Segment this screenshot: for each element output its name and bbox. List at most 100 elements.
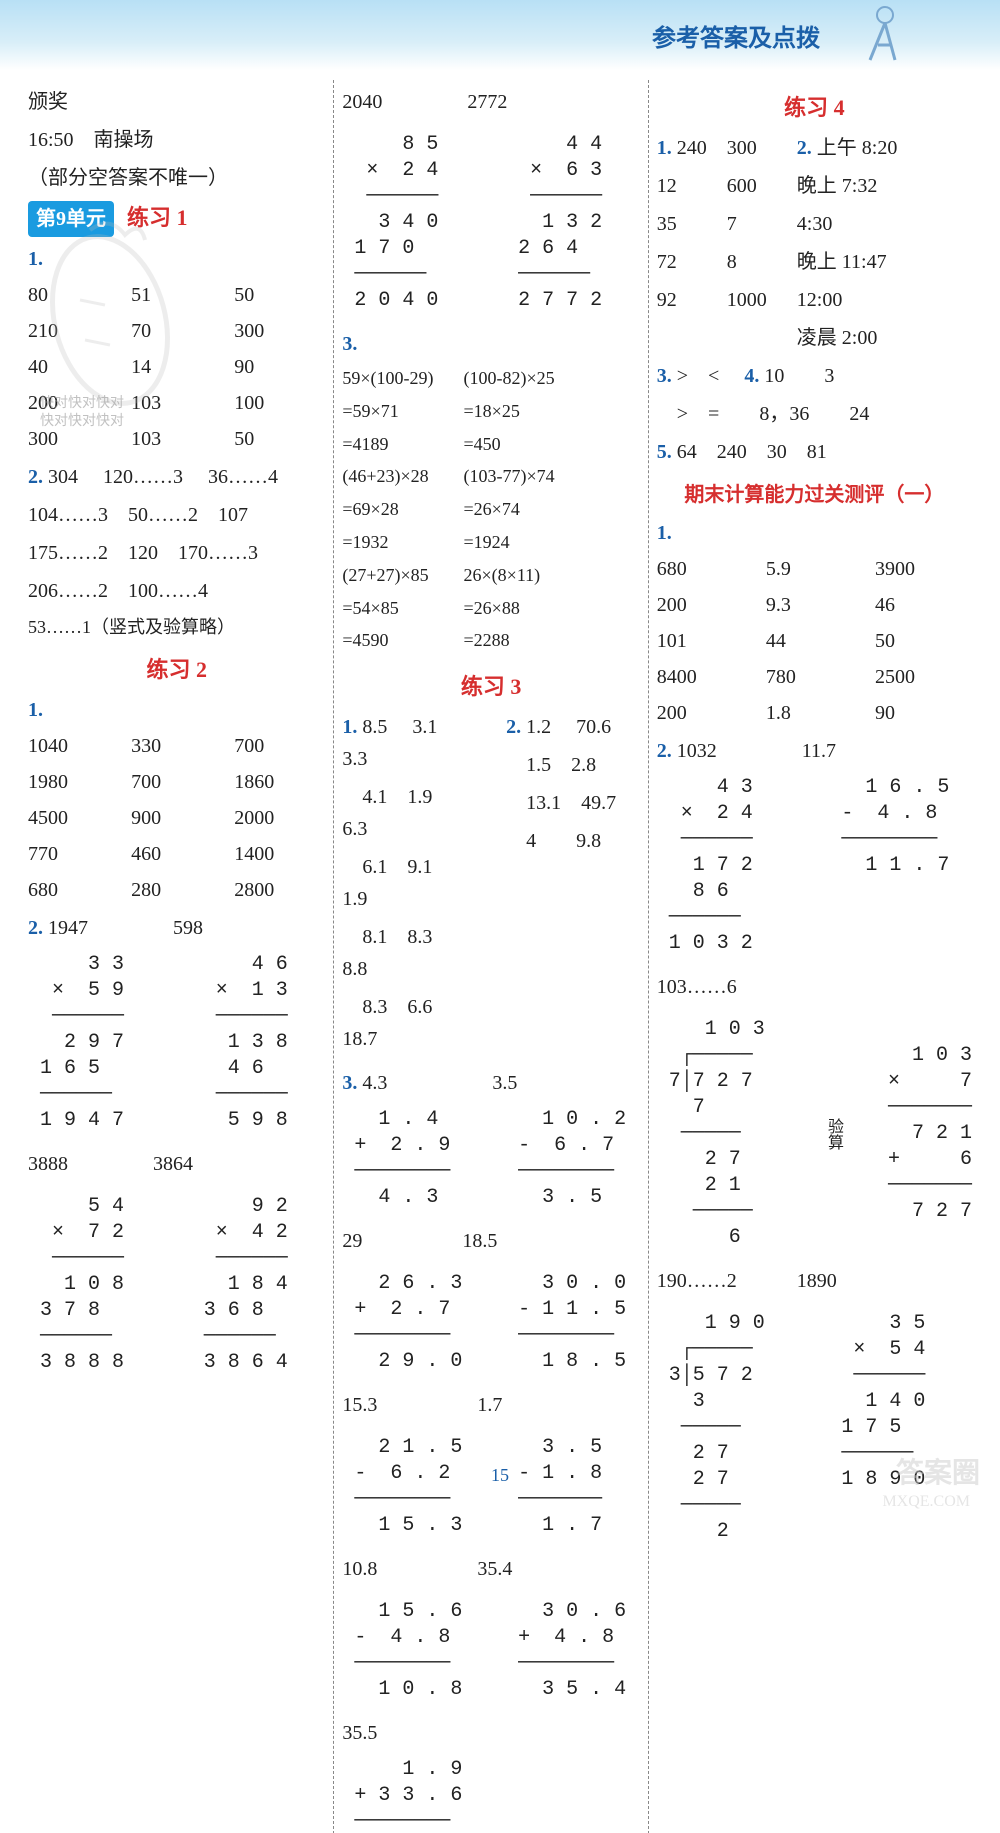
vertical-calc: 1 6 . 5 - 4 . 8 ──────── 1 1 . 7 — [829, 775, 972, 957]
text-line: （部分空答案不唯一） — [28, 162, 325, 194]
practice-title: 练习 2 — [28, 652, 325, 684]
answer-cell: 9.1 — [407, 856, 432, 878]
answer-cell: 7 — [727, 208, 787, 240]
answer-cell: 1400 — [234, 838, 325, 870]
answer-cell: 304 — [48, 466, 78, 488]
answer-cell: 6.3 — [342, 818, 367, 840]
answer-cell: 6.1 — [362, 856, 387, 878]
answer-cell: 72 — [657, 246, 717, 278]
answer-cell: 4.1 — [362, 786, 387, 808]
question-number: 3. — [342, 333, 357, 355]
answer-cell: 50 — [234, 279, 325, 311]
answer-cell: 200 — [657, 697, 754, 729]
answer-cell: 200 — [657, 589, 754, 621]
answer-cell: 49.7 — [581, 792, 616, 814]
answer-cell: 90 — [875, 697, 972, 729]
calc-line: =26×88 — [464, 594, 555, 623]
answer-cell: 10 3 — [764, 365, 834, 387]
vertical-calc: 1 . 9 + 3 3 . 6 ──────── 3 5 . 5 — [342, 1757, 639, 1833]
answer-cell: 1.2 — [526, 716, 551, 738]
answer-cell: 29 — [342, 1230, 362, 1252]
answer-cell: 2.8 — [571, 754, 596, 776]
answer-cell: 3.5 — [492, 1072, 517, 1094]
answer-block: 2. 1947 598 3 3 × 5 9 ────── 2 9 7 1 6 5… — [28, 912, 325, 1384]
answer-cell: 598 — [173, 917, 203, 939]
answer-cell: 120 — [128, 542, 158, 564]
answer-cell: 晚上 7:32 — [797, 170, 972, 202]
answer-cell: > < — [677, 365, 720, 387]
calc-line: 59×(100-29) — [342, 364, 433, 393]
answer-cell: 2800 — [234, 874, 325, 906]
answer-cell: 1.5 — [526, 754, 551, 776]
vertical-calc: 2 1 . 5 - 6 . 2 ──────── 1 5 . 3 — [342, 1435, 476, 1539]
vertical-calc: 3 3 × 5 9 ────── 2 9 7 1 6 5 ────── 1 9 … — [28, 952, 162, 1134]
question-number: 3. — [657, 365, 672, 387]
answer-cell: 1.9 — [407, 786, 432, 808]
answer-cell: 2500 — [875, 661, 972, 693]
answer-cell: 1.7 — [477, 1394, 502, 1416]
answer-cell: 240 — [677, 137, 707, 159]
answer-cell: 1947 — [48, 917, 88, 939]
page-number: 15 — [491, 1465, 509, 1486]
vertical-calc: 1 0 3 × 7 ─────── 7 2 1 + 6 ─────── 7 2 … — [876, 1043, 972, 1225]
answer-block: 1. 240 300 2. 上午 8:20 12 600 晚上 7:32 35 … — [657, 132, 972, 354]
answer-cell: 凌晨 2:00 — [797, 322, 972, 354]
practice-title: 练习 1 — [127, 205, 188, 230]
section-heading: 第9单元 练习 1 — [28, 200, 325, 237]
column-2: 2040 2772 8 5 × 2 4 ────── 3 4 0 1 7 0 ─… — [334, 80, 648, 1833]
question-number: 4. — [744, 365, 759, 387]
answer-cell: 5.9 — [766, 553, 863, 585]
answer-cell: 4 — [526, 830, 536, 852]
answer-cell: 35 — [657, 208, 717, 240]
answer-cell: 40 — [28, 351, 119, 383]
answer-cell: 1.8 — [766, 697, 863, 729]
vertical-calc: 4 6 × 1 3 ────── 1 3 8 4 6 ────── 5 9 8 — [192, 952, 326, 1134]
question-number: 2. — [28, 466, 43, 488]
answer-cell: 46 — [875, 589, 972, 621]
question-number: 2. — [797, 137, 812, 159]
vertical-calc: 3 . 5 - 1 . 8 ─────── 1 . 7 — [506, 1435, 640, 1539]
answer-cell: 4:30 — [797, 208, 972, 240]
answer-cell: 103 — [131, 387, 222, 419]
answer-cell: 330 — [131, 730, 222, 762]
answer-cell: 200 — [28, 387, 119, 419]
answer-cell: 107 — [218, 504, 248, 526]
calc-line: =59×71 — [342, 397, 433, 426]
unit-badge: 第9单元 — [28, 201, 114, 237]
question-number: 1. — [28, 248, 43, 270]
calc-line: =4189 — [342, 430, 433, 459]
column-1: 颁奖 16:50 南操场 （部分空答案不唯一） 第9单元 练习 1 1. 805… — [20, 80, 334, 1833]
answer-cell: 14 — [131, 351, 222, 383]
vertical-calc: 3 0 . 0 - 1 1 . 5 ──────── 1 8 . 5 — [506, 1271, 640, 1375]
answer-cell: 300 — [234, 315, 325, 347]
check-label: 验算 — [795, 1118, 846, 1150]
calc-line: (46+23)×28 — [342, 462, 433, 491]
answer-block: 1. 8.5 3.1 3.3 4.1 1.9 6.3 6.1 9.1 1.9 8… — [342, 711, 639, 1061]
answer-cell: 18.7 — [342, 1028, 377, 1050]
answer-cell: 13.1 — [526, 792, 561, 814]
answer-cell: 104……3 — [28, 504, 108, 526]
answer-cell: 210 — [28, 315, 119, 347]
answer-cell: 103 — [131, 423, 222, 455]
vertical-calc: 1 0 . 2 - 6 . 7 ──────── 3 . 5 — [506, 1107, 640, 1211]
answer-cell: 70 — [131, 315, 222, 347]
answer-cell: 8.3 — [407, 926, 432, 948]
calc-line: (27+27)×85 — [342, 561, 433, 590]
vertical-calc: 1 . 4 + 2 . 9 ──────── 4 . 3 — [342, 1107, 476, 1211]
answer-cell: 900 — [131, 802, 222, 834]
answer-cell: 80 — [28, 279, 119, 311]
column-3: 练习 4 1. 240 300 2. 上午 8:20 12 600 晚上 7:3… — [649, 80, 980, 1833]
answer-block: 3. 4.3 3.5 1 . 4 + 2 . 9 ──────── 4 . 3 … — [342, 1067, 639, 1833]
answer-cell: 8.3 — [362, 996, 387, 1018]
answer-cell: 12 — [657, 170, 717, 202]
answer-block: 1. 6805.93900 2009.346 1014450 840078025… — [657, 517, 972, 729]
answer-cell: 1980 — [28, 766, 119, 798]
question-number: 2. — [506, 716, 521, 738]
answer-cell: 44 — [766, 625, 863, 657]
answer-block: 1. 805150 21070300 401490 200103100 3001… — [28, 243, 325, 455]
answer-cell: 12:00 — [797, 284, 972, 316]
answer-cell: 4500 — [28, 802, 119, 834]
answer-cell: 36……4 — [208, 466, 278, 488]
answer-cell: 280 — [131, 874, 222, 906]
practice-title: 练习 3 — [342, 669, 639, 701]
